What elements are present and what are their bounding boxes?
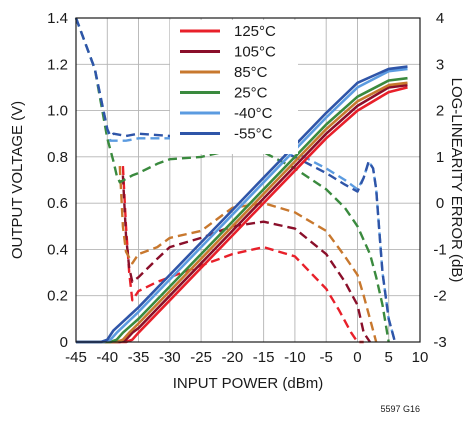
y2-tick-label: 3 — [436, 56, 444, 73]
y2-tick-label: 0 — [436, 195, 444, 212]
x-tick-label: 0 — [353, 349, 361, 366]
x-tick-label: -10 — [284, 349, 306, 366]
y2-tick-label: 4 — [436, 10, 444, 27]
figure-code: 5597 G16 — [380, 404, 420, 414]
x-tick-label: -20 — [222, 349, 244, 366]
legend-label: 85°C — [234, 64, 268, 81]
legend-label: -55°C — [234, 126, 273, 143]
error-line-85c — [118, 166, 378, 343]
y-tick-label: 0 — [60, 334, 68, 351]
y2-tick-label: 2 — [436, 103, 444, 120]
voltage-line-125c — [76, 86, 408, 344]
y-tick-label: 0.2 — [47, 288, 68, 305]
x-tick-label: -15 — [253, 349, 275, 366]
x-tick-label: -5 — [320, 349, 333, 366]
voltage-line-85c — [76, 81, 408, 344]
y-tick-label: 0.4 — [47, 241, 68, 258]
legend-label: 125°C — [234, 23, 276, 40]
x-tick-label: -45 — [65, 349, 87, 366]
error-line-105c — [121, 175, 371, 343]
x-tick-label: 10 — [412, 349, 429, 366]
y2-axis-label: LOG-LINEARITY ERROR (dB) — [448, 78, 465, 283]
legend-label: 105°C — [234, 44, 276, 61]
plot-frame — [75, 17, 421, 343]
x-tick-label: -30 — [159, 349, 181, 366]
y2-tick-label: -2 — [433, 288, 446, 305]
legend-label: 25°C — [234, 85, 268, 102]
y-tick-labels: 0 0.2 0.4 0.6 0.8 1.0 1.2 1.4 — [47, 10, 68, 351]
y-tick-label: 0.6 — [47, 195, 68, 212]
legend-background — [170, 20, 298, 154]
error-line-25c — [74, 17, 390, 343]
y2-tick-labels: -3 -2 -1 0 1 2 3 4 — [433, 10, 446, 351]
legend: 125°C 105°C 85°C 25°C -40°C -55°C — [170, 20, 298, 154]
y-tick-label: 1.4 — [47, 10, 68, 27]
y2-tick-label: -1 — [433, 241, 446, 258]
error-line-125c — [121, 166, 364, 344]
voltage-line-25c — [76, 76, 408, 344]
y-tick-label: 1.0 — [47, 103, 68, 120]
x-tick-label: -35 — [128, 349, 150, 366]
y2-tick-label: 1 — [436, 149, 444, 166]
y-tick-label: 0.8 — [47, 149, 68, 166]
x-axis-label: INPUT POWER (dBm) — [173, 375, 324, 392]
x-tick-label: 5 — [385, 349, 393, 366]
y-axis-label: OUTPUT VOLTAGE (V) — [9, 101, 26, 259]
y2-tick-label: -3 — [433, 334, 446, 351]
voltage-line-105c — [76, 83, 408, 344]
x-tick-label: -40 — [96, 349, 118, 366]
x-tick-label: -25 — [190, 349, 212, 366]
legend-label: -40°C — [234, 105, 273, 122]
voltage-line-minus-55c — [76, 65, 408, 344]
x-tick-labels: -45 -40 -35 -30 -25 -20 -15 -10 -5 0 5 10 — [65, 349, 428, 366]
y-tick-label: 1.2 — [47, 56, 68, 73]
voltage-line-minus-40c — [76, 67, 408, 344]
